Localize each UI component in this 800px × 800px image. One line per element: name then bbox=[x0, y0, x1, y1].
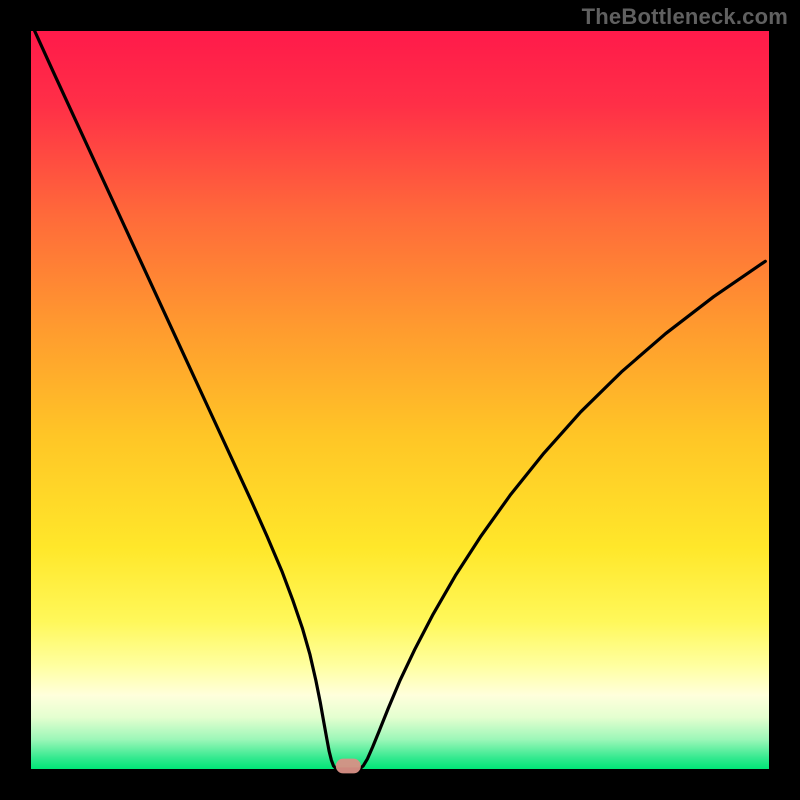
watermark-text: TheBottleneck.com bbox=[582, 4, 788, 30]
chart-container: TheBottleneck.com bbox=[0, 0, 800, 800]
plot-background bbox=[31, 31, 769, 769]
optimum-marker bbox=[336, 759, 361, 774]
bottleneck-curve-chart bbox=[0, 0, 800, 800]
